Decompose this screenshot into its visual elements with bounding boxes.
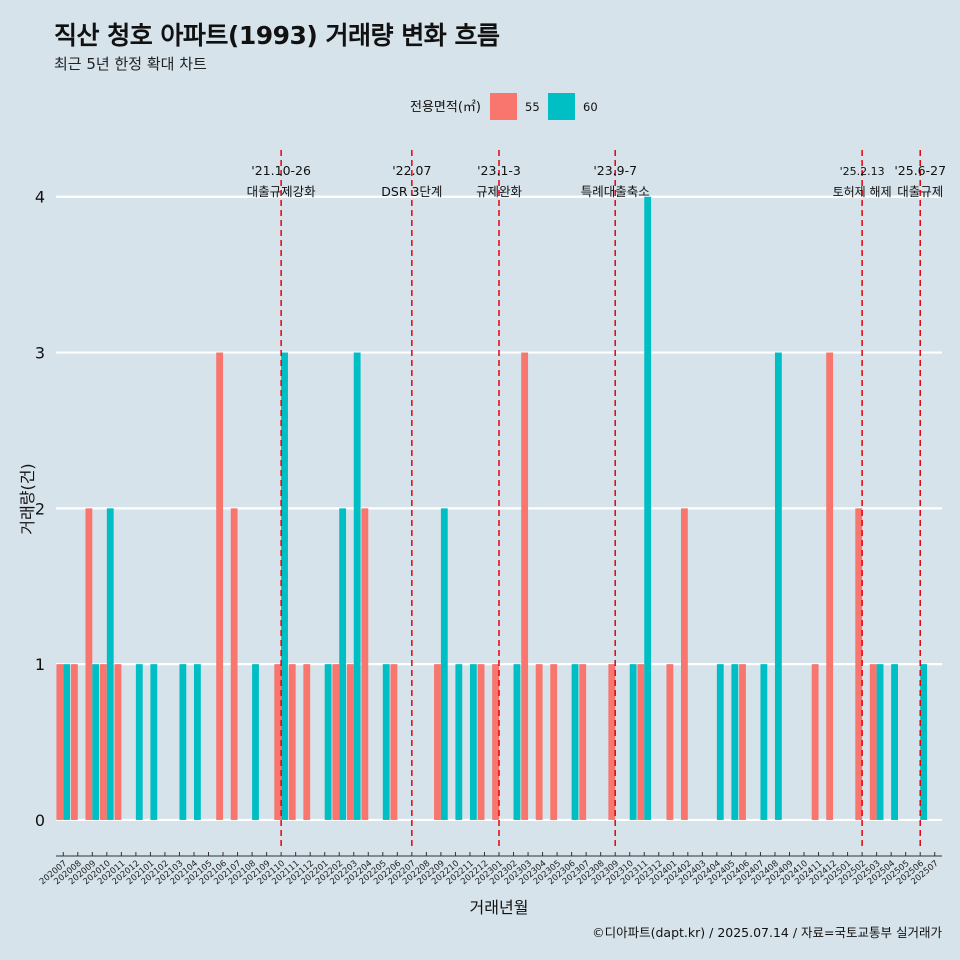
bar-55-202411 <box>811 664 819 820</box>
bar-55-202412 <box>826 352 834 820</box>
bar-55-202011 <box>114 664 122 820</box>
bar-55-202106 <box>216 352 224 820</box>
bar-60-202404 <box>716 664 724 820</box>
bar-60-202202 <box>339 508 347 820</box>
y-tick-label: 0 <box>35 811 45 830</box>
legend-label-55: 55 <box>525 100 540 114</box>
bar-60-202504 <box>891 664 898 820</box>
bar-60-202405 <box>731 664 739 820</box>
y-tick-label: 1 <box>35 655 45 674</box>
event-name-label: 특례대출축소 <box>581 184 650 199</box>
bar-55-202309 <box>608 664 616 820</box>
bar-60-202310 <box>629 664 637 820</box>
bar-55-202503 <box>869 664 877 820</box>
bar-55-202009 <box>85 508 93 820</box>
x-axis-title: 거래년월 <box>470 898 529 917</box>
bar-60-202201 <box>324 664 332 820</box>
y-tick-label: 2 <box>35 499 45 518</box>
bar-55-202111 <box>288 664 296 820</box>
legend-swatch-60 <box>548 93 575 120</box>
bar-60-202211 <box>469 664 477 820</box>
bar-55-202209 <box>434 664 441 820</box>
bar-55-202303 <box>521 352 529 820</box>
bar-60-202010 <box>106 508 114 820</box>
bar-55-202206 <box>390 664 398 820</box>
bar-60-202503 <box>876 664 884 820</box>
chart-caption: ©디아파트(dapt.kr) / 2025.07.14 / 자료=국토교통부 실… <box>592 925 942 940</box>
bar-55-202204 <box>361 508 369 820</box>
bar-60-202306 <box>571 664 579 820</box>
bar-60-202311 <box>644 196 652 820</box>
event-name-label: 규제완화 <box>476 184 523 199</box>
bar-55-202502 <box>855 508 863 820</box>
event-name-label: 대출규제강화 <box>247 184 317 199</box>
bar-60-202205 <box>382 664 390 820</box>
bar-55-202202 <box>332 664 340 820</box>
bar-60-202007 <box>63 664 71 820</box>
bar-55-202304 <box>535 664 543 820</box>
bar-55-202203 <box>346 664 354 820</box>
y-tick-label: 3 <box>35 344 45 363</box>
event-date-label: '25.2.13 <box>840 165 885 178</box>
bar-60-202108 <box>252 664 259 820</box>
event-name-label: 대출규제 <box>897 184 943 199</box>
event-date-label: '23.1-3 <box>477 163 521 178</box>
event-name-label: DSR 3단계 <box>381 184 442 199</box>
legend-swatch-55 <box>490 93 517 120</box>
bar-55-202307 <box>579 664 587 820</box>
event-date-label: '25.6-27 <box>894 163 946 178</box>
bar-55-202010 <box>100 664 107 820</box>
legend-label-60: 60 <box>583 100 598 114</box>
event-date-label: '22.07 <box>392 163 431 178</box>
bar-60-202101 <box>150 664 158 820</box>
bar-60-202506 <box>920 664 928 820</box>
bar-60-202012 <box>135 664 143 820</box>
bar-55-202301 <box>492 664 499 820</box>
bar-55-202110 <box>274 664 282 820</box>
legend-title: 전용면적(㎡) <box>410 100 481 115</box>
bar-55-202406 <box>739 664 746 820</box>
bar-60-202407 <box>760 664 768 820</box>
bar-60-202009 <box>92 664 100 820</box>
event-name-label: 토허제 해제 <box>833 185 892 199</box>
y-tick-label: 4 <box>35 188 45 207</box>
bar-60-202302 <box>513 664 521 820</box>
bar-55-202401 <box>666 664 674 820</box>
bar-55-202007 <box>56 664 64 820</box>
bar-55-202402 <box>680 508 688 820</box>
bar-55-202112 <box>303 664 311 820</box>
y-axis-title: 거래량(건) <box>18 463 37 534</box>
bar-60-202408 <box>774 352 782 820</box>
chart-subtitle: 최근 5년 한정 확대 차트 <box>54 55 207 73</box>
bar-60-202203 <box>353 352 361 820</box>
bar-60-202103 <box>179 664 187 820</box>
bar-55-202212 <box>477 664 485 820</box>
bar-55-202305 <box>550 664 558 820</box>
chart-title: 직산 청호 아파트(1993) 거래량 변화 흐름 <box>54 21 500 50</box>
bar-55-202311 <box>637 664 645 820</box>
event-date-label: '23.9-7 <box>593 163 637 178</box>
event-date-label: '21.10-26 <box>251 163 311 178</box>
bar-60-202209 <box>440 508 448 820</box>
bar-55-202107 <box>230 508 238 820</box>
bar-60-202104 <box>193 664 201 820</box>
bar-55-202008 <box>70 664 78 820</box>
bar-60-202110 <box>281 352 288 820</box>
bar-60-202210 <box>455 664 463 820</box>
